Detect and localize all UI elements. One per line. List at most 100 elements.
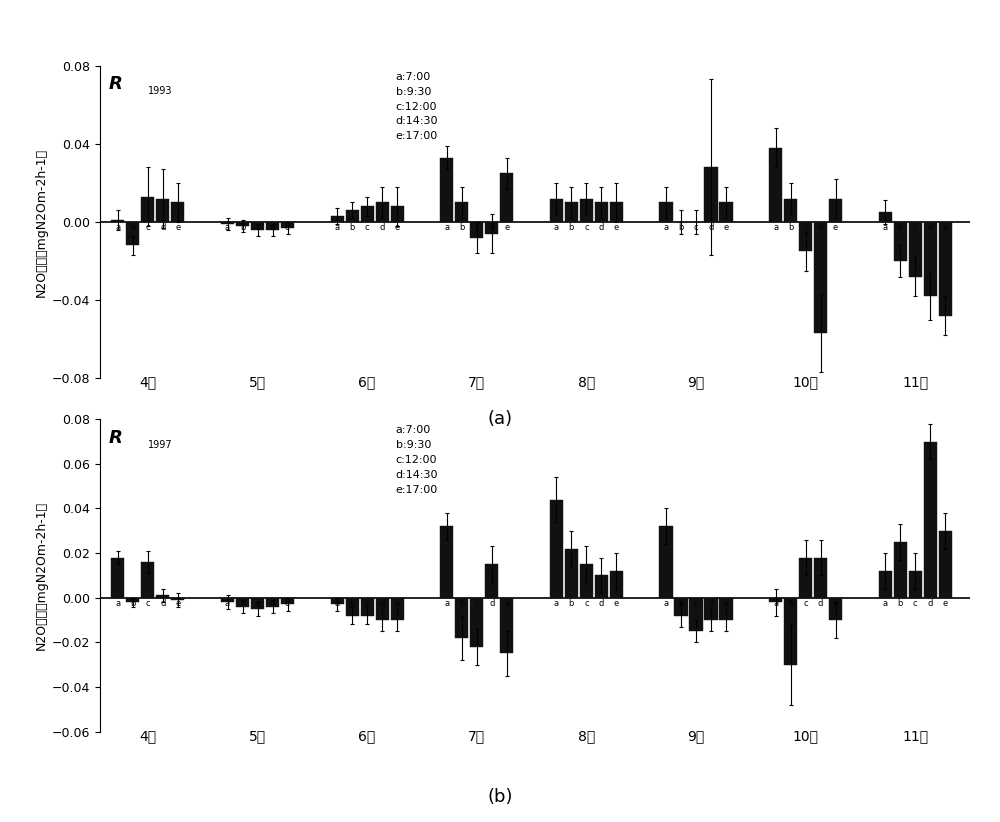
Text: e: e [394, 598, 400, 607]
Bar [719, 598, 733, 620]
Text: 10月: 10月 [793, 375, 819, 389]
Text: 6月: 6月 [358, 375, 376, 389]
Bar [156, 198, 169, 222]
Y-axis label: N2O流量（mgN2Om-2h-1）: N2O流量（mgN2Om-2h-1） [35, 147, 48, 297]
Text: a: a [115, 223, 120, 232]
Bar [346, 598, 359, 616]
Bar [565, 202, 578, 222]
Text: b: b [240, 598, 245, 607]
Bar [376, 202, 389, 222]
Bar [221, 222, 234, 224]
Bar [156, 595, 169, 598]
Text: c: c [255, 223, 260, 232]
Bar [141, 196, 154, 222]
Text: b: b [459, 598, 464, 607]
Text: 1997: 1997 [148, 440, 172, 450]
Text: c: c [913, 223, 918, 232]
Bar [376, 598, 389, 620]
Text: 7月: 7月 [468, 375, 485, 389]
Text: d: d [599, 223, 604, 232]
Text: b: b [569, 223, 574, 232]
Bar [141, 562, 154, 598]
Text: e: e [175, 598, 181, 607]
Bar [814, 557, 827, 598]
Bar [111, 220, 124, 222]
Text: c: c [584, 223, 589, 232]
Text: c: c [913, 598, 918, 607]
Text: 5月: 5月 [249, 375, 266, 389]
Bar [879, 571, 892, 598]
Bar [126, 222, 139, 245]
Text: d: d [599, 598, 604, 607]
Text: R: R [109, 428, 123, 446]
Text: d: d [489, 223, 494, 232]
Text: R: R [109, 75, 123, 93]
Text: 11月: 11月 [902, 729, 928, 743]
Bar [769, 598, 782, 603]
Text: 8月: 8月 [578, 729, 595, 743]
Text: b: b [788, 223, 793, 232]
Bar [331, 216, 344, 222]
Text: c: c [146, 598, 150, 607]
Text: 7月: 7月 [468, 729, 485, 743]
Text: a: a [444, 598, 449, 607]
Text: e: e [175, 223, 181, 232]
Bar [719, 202, 733, 222]
Bar [455, 598, 468, 638]
Text: c: c [584, 598, 589, 607]
Text: d: d [708, 598, 714, 607]
Bar [550, 198, 563, 222]
Text: e: e [833, 598, 838, 607]
Text: 9月: 9月 [687, 375, 705, 389]
Text: a: a [883, 223, 888, 232]
Bar [346, 210, 359, 222]
Text: e: e [614, 598, 619, 607]
Bar [221, 598, 234, 603]
Bar [909, 222, 922, 276]
Bar [674, 598, 688, 616]
Text: 6月: 6月 [358, 729, 376, 743]
Text: d: d [708, 223, 714, 232]
Text: e: e [943, 598, 948, 607]
Text: (a): (a) [487, 410, 513, 428]
Bar [659, 526, 673, 598]
Text: d: d [270, 223, 275, 232]
Text: e: e [504, 223, 509, 232]
Text: a: a [663, 223, 669, 232]
Text: d: d [379, 223, 385, 232]
Text: b: b [788, 598, 793, 607]
Text: a: a [115, 598, 120, 607]
Bar [485, 222, 498, 233]
Text: e: e [285, 598, 290, 607]
Bar [440, 158, 453, 222]
Text: 9月: 9月 [687, 729, 705, 743]
Text: a: a [335, 223, 340, 232]
Text: e: e [723, 223, 729, 232]
Bar [331, 598, 344, 604]
Bar [266, 598, 279, 607]
Bar [894, 542, 907, 598]
Text: 4月: 4月 [139, 375, 156, 389]
Text: b: b [130, 598, 136, 607]
Bar [470, 598, 483, 647]
Bar [440, 526, 453, 598]
Text: (b): (b) [487, 788, 513, 806]
Bar [784, 598, 797, 665]
Bar [550, 500, 563, 598]
Text: e: e [833, 223, 838, 232]
Text: b: b [130, 223, 136, 232]
Text: a: a [554, 223, 559, 232]
Bar [814, 222, 827, 333]
Bar [111, 557, 124, 598]
Bar [769, 148, 782, 222]
Bar [939, 531, 952, 598]
Text: e: e [614, 223, 619, 232]
Text: b: b [459, 223, 464, 232]
Text: e: e [723, 598, 729, 607]
Text: b: b [678, 598, 684, 607]
Text: 8月: 8月 [578, 375, 595, 389]
Bar [595, 575, 608, 598]
Text: c: c [803, 598, 808, 607]
Bar [704, 167, 718, 222]
Bar [500, 173, 513, 222]
